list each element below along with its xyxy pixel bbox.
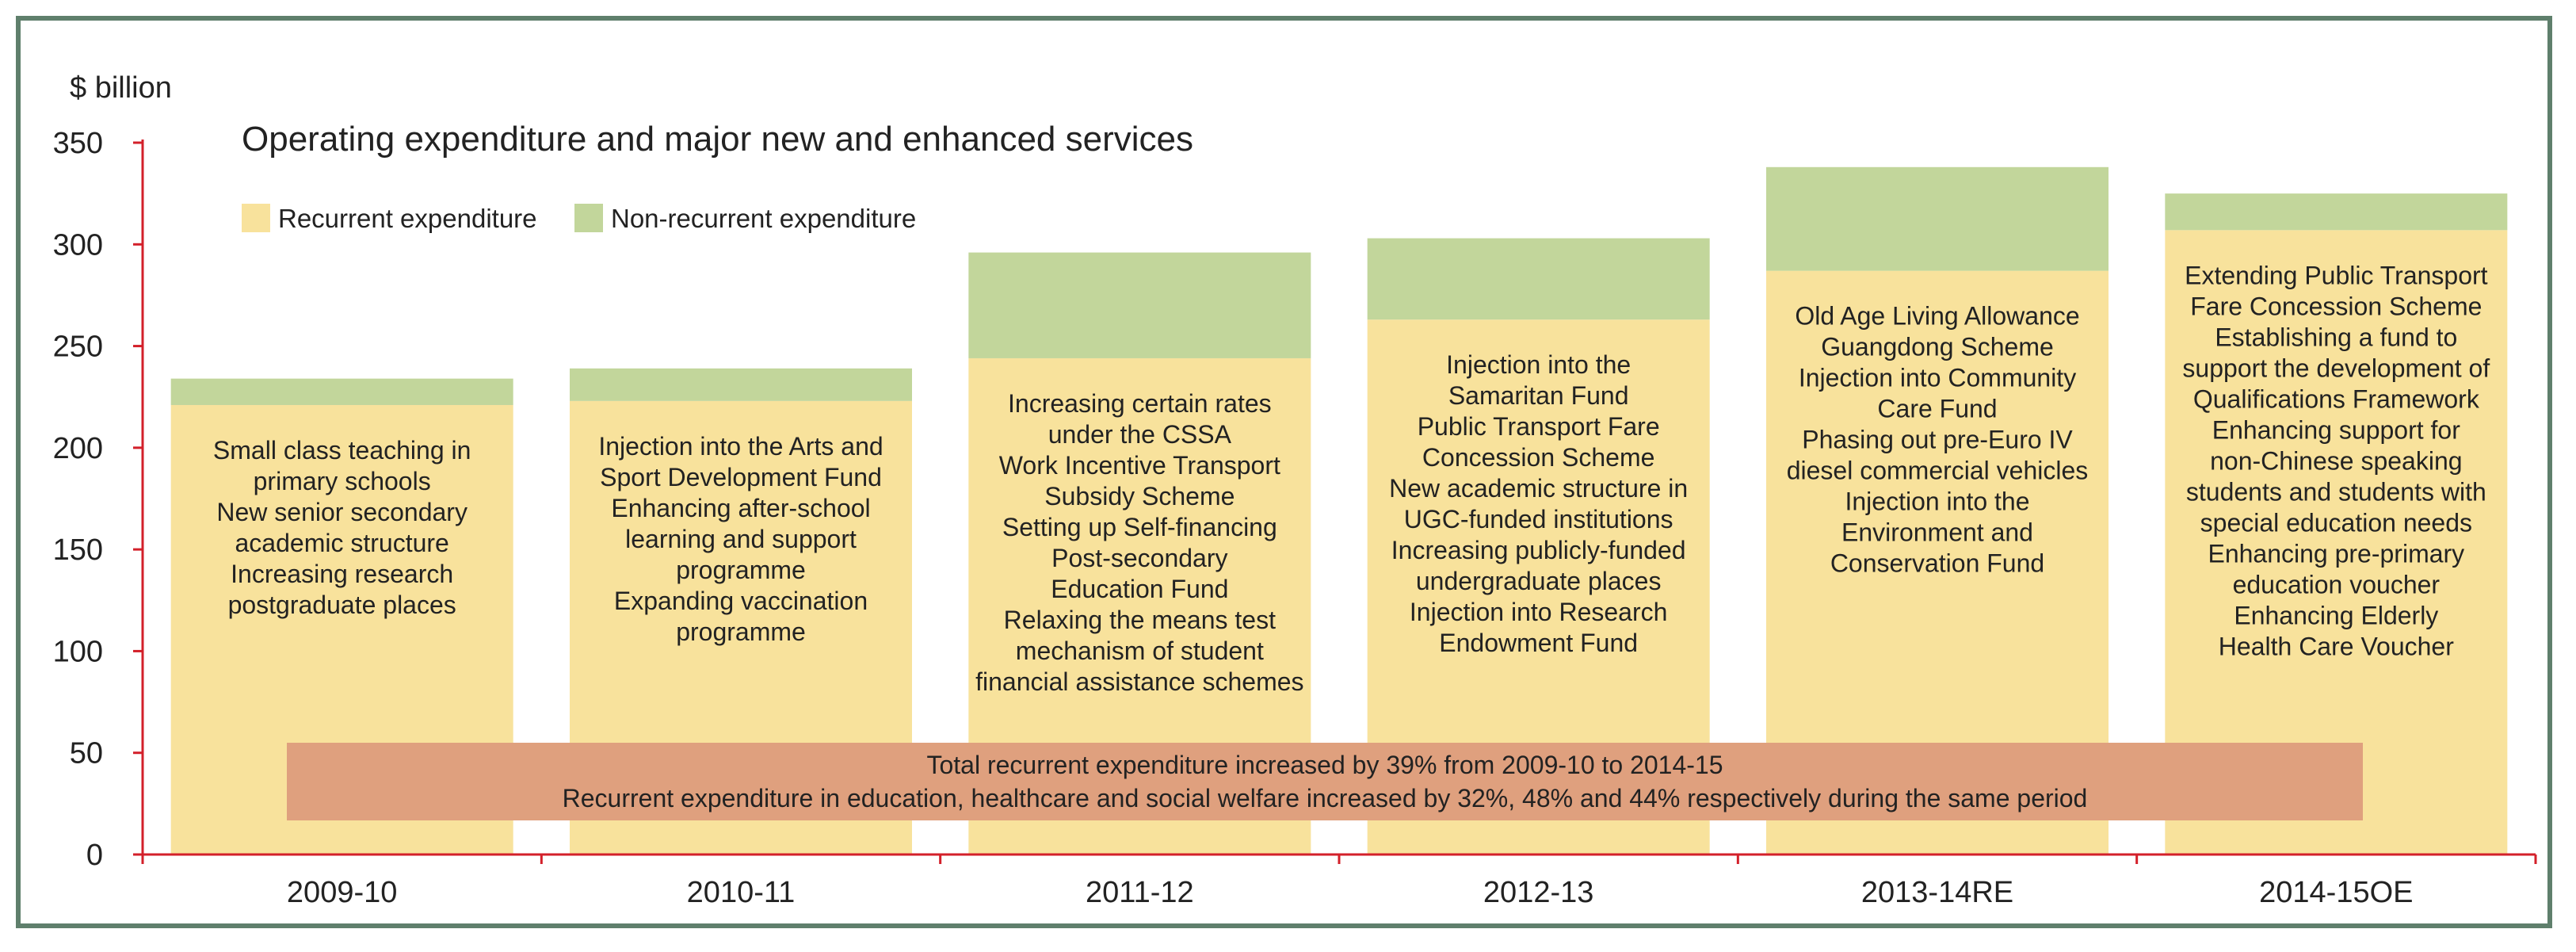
banner-line: Recurrent expenditure in education, heal…	[563, 784, 2088, 812]
bar-annotation: Increasing research	[231, 560, 453, 588]
bar-non-recurrent	[1367, 238, 1710, 320]
bar-annotation: Endowment Fund	[1439, 629, 1638, 657]
legend-swatch-recurrent	[242, 204, 270, 232]
bar-annotation: Enhancing support for	[2212, 415, 2460, 444]
x-tick-label: 2009-10	[287, 876, 397, 909]
bar-annotation: undergraduate places	[1416, 567, 1662, 595]
bar-annotation: students and students with	[2186, 477, 2486, 506]
bar-annotation: Small class teaching in	[213, 436, 471, 465]
axis-layer: 2009-10 2010-11 2011-12 2012-13 2013-14RE 201…	[53, 127, 2537, 909]
bar-annotation: programme	[676, 556, 806, 584]
y-tick-label: 350	[53, 127, 103, 160]
bar-annotation: mechanism of student	[1016, 637, 1264, 665]
bar-annotation: Relaxing the means test	[1004, 606, 1276, 634]
bar-annotation: Public Transport Fare	[1418, 412, 1660, 441]
bar-annotation: Enhancing Elderly	[2234, 601, 2438, 629]
bar-annotation: Old Age Living Allowance	[1795, 302, 2079, 331]
bar-annotation: Injection into Community	[1799, 364, 2076, 392]
bar-annotation: Establishing a fund to	[2215, 323, 2457, 351]
y-axis-label: $ billion	[70, 71, 172, 105]
bar-annotation: under the CSSA	[1048, 420, 1232, 449]
bar-annotation: UGC-funded institutions	[1404, 505, 1673, 533]
bar-annotation: non-Chinese speaking	[2210, 446, 2462, 475]
y-tick-label: 150	[53, 533, 103, 567]
bar-annotation: Qualifications Framework	[2193, 384, 2480, 413]
y-tick-label: 300	[53, 228, 103, 262]
y-tick-label: 50	[70, 737, 103, 770]
x-tick-label: 2014-15OE	[2259, 876, 2413, 909]
bar-non-recurrent	[170, 378, 513, 405]
bar-annotation: Phasing out pre-Euro IV	[1802, 426, 2073, 454]
chart-title: Operating expenditure and major new and …	[242, 120, 1193, 159]
bar-annotation: Education Fund	[1051, 575, 1228, 603]
legend: Recurrent expenditure Non-recurrent expe…	[242, 204, 916, 233]
banner-layer: Total recurrent expenditure increased by…	[287, 743, 2363, 820]
bar-annotation: Subsidy Scheme	[1044, 482, 1235, 510]
bar-annotation: Conservation Fund	[1830, 549, 2044, 578]
bar-annotation: Guangdong Scheme	[1821, 333, 2054, 361]
x-tick-label: 2013-14RE	[1861, 876, 2013, 909]
bar-annotation: Increasing publicly-funded	[1391, 536, 1686, 564]
bar-annotation: Enhancing after-school	[611, 494, 870, 522]
bar-annotation: Concession Scheme	[1422, 443, 1654, 472]
bar-annotation: Sport Development Fund	[600, 463, 882, 491]
bar-annotation: financial assistance schemes	[975, 667, 1303, 696]
bar-annotation: primary schools	[254, 467, 431, 495]
bar-annotation: Injection into the	[1845, 487, 2029, 516]
legend-swatch-non-recurrent	[574, 204, 603, 232]
x-tick-label: 2011-12	[1086, 876, 1194, 909]
bar-non-recurrent	[1766, 166, 2109, 271]
bar-annotation: postgraduate places	[228, 591, 456, 619]
y-tick-label: 200	[53, 432, 103, 465]
bar-annotation: academic structure	[235, 529, 449, 557]
bar-annotation: New academic structure in	[1389, 474, 1688, 503]
bar-annotation: Work Incentive Transport	[999, 451, 1280, 480]
bar-annotation: Enhancing pre-primary	[2208, 539, 2464, 568]
bar-non-recurrent	[2165, 193, 2508, 231]
bar-annotation: Increasing certain rates	[1008, 389, 1272, 418]
bar-annotation: New senior secondary	[216, 498, 467, 526]
bar-annotation: Health Care Voucher	[2219, 632, 2454, 660]
bar-annotation: support the development of	[2182, 354, 2490, 382]
labels-layer: $ billion Operating expenditure and majo…	[70, 71, 1193, 159]
bar-annotation: diesel commercial vehicles	[1787, 457, 2089, 485]
bar-annotation: Expanding vaccination	[614, 587, 868, 615]
legend-label-recurrent: Recurrent expenditure	[278, 204, 537, 233]
bar-annotation: Samaritan Fund	[1448, 381, 1629, 410]
x-tick-label: 2012-13	[1483, 876, 1593, 909]
bar-annotation: programme	[676, 617, 806, 646]
y-tick-label: 0	[86, 839, 103, 872]
banner-line: Total recurrent expenditure increased by…	[926, 751, 1723, 779]
bar-annotation: special education needs	[2200, 508, 2472, 537]
bar-annotation: Environment and	[1841, 518, 2033, 547]
bar-annotation: Fare Concession Scheme	[2190, 292, 2482, 320]
bar-annotation: Injection into the	[1446, 350, 1631, 379]
x-tick-label: 2010-11	[687, 876, 796, 909]
y-tick-label: 100	[53, 635, 103, 668]
legend-label-non-recurrent: Non-recurrent expenditure	[611, 204, 916, 233]
summary-banner	[287, 743, 2363, 820]
bar-annotation: learning and support	[625, 525, 857, 553]
y-tick-label: 250	[53, 331, 103, 364]
bar-annotation: education voucher	[2233, 570, 2441, 598]
bar-annotation: Setting up Self-financing	[1002, 513, 1277, 541]
bar-annotation: Care Fund	[1877, 395, 1997, 423]
bar-annotation: Extending Public Transport	[2185, 261, 2488, 289]
bar-annotation: Post-secondary	[1051, 544, 1227, 572]
bar-annotation: Injection into Research	[1410, 598, 1668, 626]
bar-non-recurrent	[968, 252, 1311, 358]
bar-annotation: Injection into the Arts and	[598, 432, 883, 461]
bar-non-recurrent	[570, 368, 912, 401]
